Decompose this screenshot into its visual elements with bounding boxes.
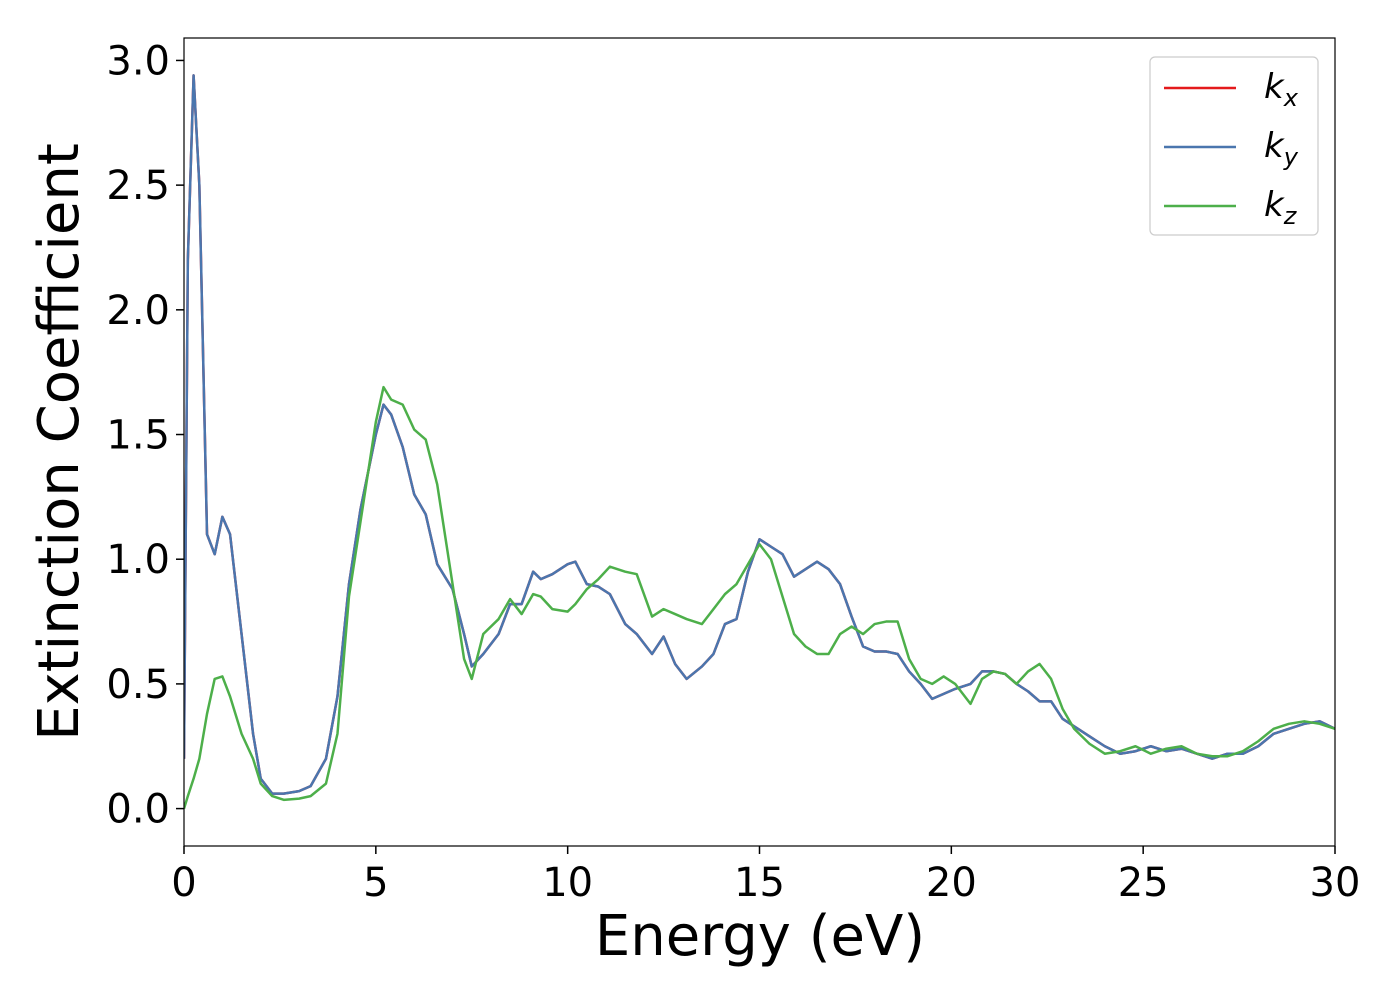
x-tick-label: 30 [1310, 860, 1361, 906]
x-tick-label: 0 [171, 860, 196, 906]
data-line [184, 74, 1335, 795]
legend-label: ky [1264, 126, 1299, 171]
x-tick-label: 20 [926, 860, 977, 906]
legend-label: kx [1264, 67, 1299, 112]
x-tick-label: 10 [542, 860, 593, 906]
x-tick-label: 5 [363, 860, 388, 906]
y-tick-label: 1.5 [106, 413, 170, 459]
y-tick-label: 0.0 [106, 787, 170, 833]
x-tick-label: 25 [1118, 860, 1169, 906]
y-tick-label: 1.0 [106, 537, 170, 583]
y-axis-label: Extinction Coefficient [27, 143, 92, 741]
y-tick-label: 0.5 [106, 662, 170, 708]
legend-label: kz [1264, 185, 1298, 230]
y-tick-label: 2.5 [106, 163, 170, 209]
plot-frame [183, 37, 1336, 847]
y-tick-label: 3.0 [106, 38, 170, 84]
y-tick-label: 2.0 [106, 288, 170, 334]
x-tick-label: 15 [734, 860, 785, 906]
data-line [184, 385, 1335, 809]
x-axis-label: Energy (eV) [595, 904, 925, 969]
